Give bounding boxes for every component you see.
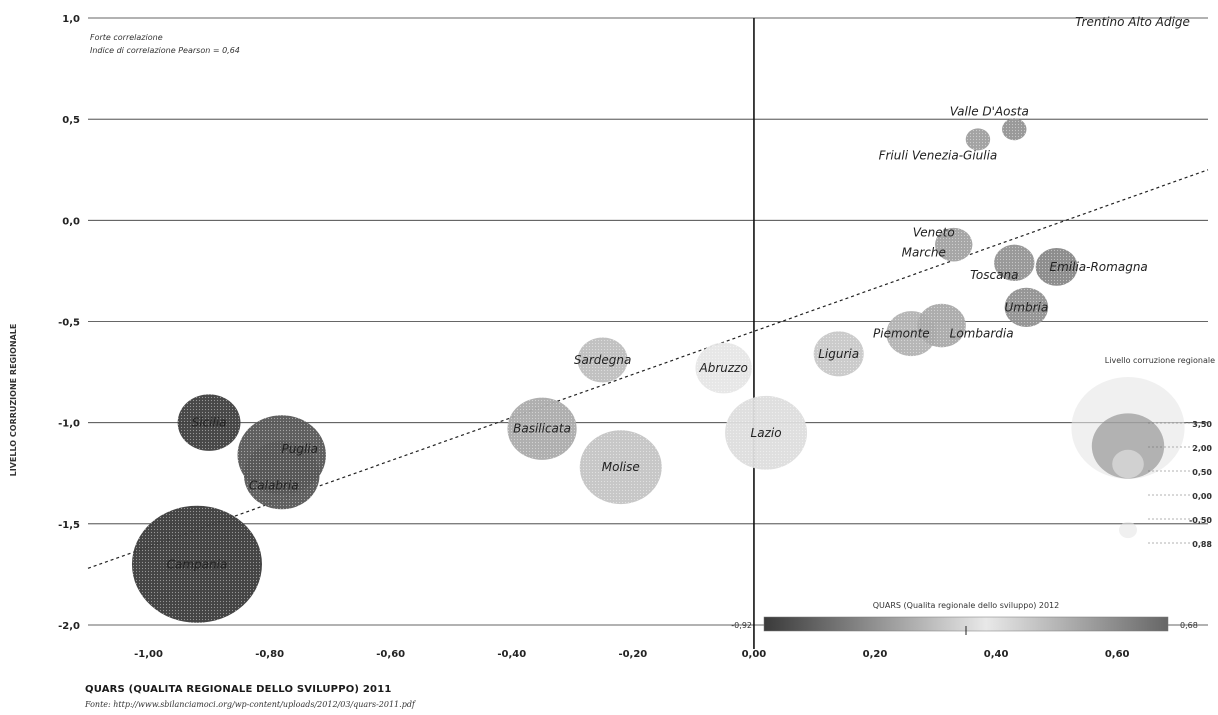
bubble-labels: Trentino Alto Adige Valle D'Aosta Friuli V…: [167, 15, 1190, 571]
bubble-texture: [577, 337, 628, 383]
trendline: [87, 169, 1209, 569]
x-tick-label: -1,00: [134, 649, 163, 660]
bubble-texture: [1004, 287, 1049, 327]
x-tick-label: -0,20: [618, 649, 647, 660]
size-legend: Livello corruzione regionale 3,50 2,00 0,5…: [1071, 356, 1215, 549]
bubble-texture: [965, 128, 991, 151]
bubble-label: Valle D'Aosta: [950, 104, 1029, 118]
bubble-texture: [917, 303, 966, 348]
size-legend-value: 2,00: [1192, 444, 1212, 453]
size-legend-title: Livello corruzione regionale: [1105, 356, 1215, 365]
x-tick-label: -0,80: [255, 649, 284, 660]
source-note: Fonte: http://www.sbilanciamoci.org/wp-c…: [85, 700, 415, 709]
bubbles: [131, 118, 1078, 623]
bubble-label: Friuli Venezia-Giulia: [879, 148, 998, 162]
x-tick-label: 0,20: [863, 649, 888, 660]
bubble-texture: [1035, 247, 1078, 286]
size-legend-value: 0,50: [1192, 468, 1212, 477]
y-tick-label: 0,5: [62, 115, 80, 126]
bubble-label: Veneto: [913, 226, 955, 240]
bubble-label: Basilicata: [513, 422, 571, 436]
bubble-label: Calabria: [249, 478, 299, 492]
color-legend: QUARS (Qualita regionale dello sviluppo)…: [731, 601, 1198, 635]
bubble-texture: [725, 395, 808, 470]
x-axis-label: QUARS (QUALITA REGIONALE DELLO SVILUPPO)…: [85, 684, 392, 695]
annotation-line-1: Forte correlazione: [90, 33, 163, 42]
bubble-label: Liguria: [818, 347, 859, 361]
color-legend-title: QUARS (Qualita regionale dello sviluppo)…: [873, 601, 1060, 610]
bubble-texture: [507, 397, 577, 460]
size-legend-circle: [1112, 449, 1144, 479]
bubble-label: Lombardia: [950, 327, 1014, 341]
bubble-texture: [994, 244, 1035, 282]
size-legend-value: -0,50: [1189, 516, 1212, 525]
bubble-label: Campania: [167, 557, 228, 571]
bubble-texture: [131, 505, 262, 623]
size-legend-circle: [1091, 413, 1165, 479]
size-legend-value: 3,50: [1192, 420, 1212, 429]
annotation: Forte correlazione Indice di correlazion…: [90, 33, 240, 55]
axes: -1,00 -0,80 -0,60 -0,40 -0,20 0,00 0,20 0,40 0,6…: [134, 18, 1130, 660]
bubble-texture: [579, 430, 662, 505]
bubble-label: Trentino Alto Adige: [1075, 15, 1190, 29]
bubble-label: Molise: [602, 460, 640, 474]
size-legend-value: 0,00: [1192, 492, 1212, 501]
x-tick-label: 0,60: [1105, 649, 1130, 660]
y-tick-label: -1,0: [58, 419, 80, 430]
y-tick-label: 0,0: [62, 216, 80, 227]
y-tick-label: -1,5: [58, 520, 80, 531]
bubble-label: Puglia: [281, 442, 317, 456]
bubble-label: Emilia-Romagna: [1050, 260, 1148, 274]
x-tick-label: -0,40: [497, 649, 526, 660]
x-tick-label: 0,00: [742, 649, 767, 660]
bubble-label: Sicilia: [192, 416, 227, 430]
size-legend-value: 0,88: [1192, 540, 1212, 549]
bubble-texture: [1002, 118, 1027, 141]
bubble-label: Piemonte: [873, 327, 930, 341]
bubble-label: Marche: [902, 246, 946, 260]
bubble-texture: [243, 441, 320, 510]
bubble-texture: [695, 342, 752, 394]
y-tick-label: -0,5: [58, 318, 80, 329]
bubble-label: Lazio: [751, 426, 782, 440]
y-tick-label: -2,0: [58, 621, 80, 632]
bubble-texture: [813, 331, 864, 377]
bubble-label: Sardegna: [574, 353, 631, 367]
bubble-label: Abruzzo: [699, 361, 748, 375]
color-legend-max: 0,68: [1180, 621, 1198, 630]
bubble-texture: [177, 394, 241, 451]
y-axis-label: LIVELLO CORRUZIONE REGIONALE: [9, 324, 18, 477]
size-legend-circle: [1119, 521, 1137, 539]
y-tick-label: 1,0: [62, 14, 80, 25]
bubble-label: Umbria: [1005, 300, 1049, 314]
x-tick-label: 0,40: [984, 649, 1009, 660]
bubble-texture: [935, 227, 973, 262]
bubble-label: Toscana: [970, 268, 1018, 282]
x-tick-label: -0,60: [376, 649, 405, 660]
annotation-line-2: Indice di correlazione Pearson = 0,64: [90, 46, 240, 55]
color-legend-min: -0,92: [731, 621, 752, 630]
trendline-path: [87, 169, 1209, 569]
